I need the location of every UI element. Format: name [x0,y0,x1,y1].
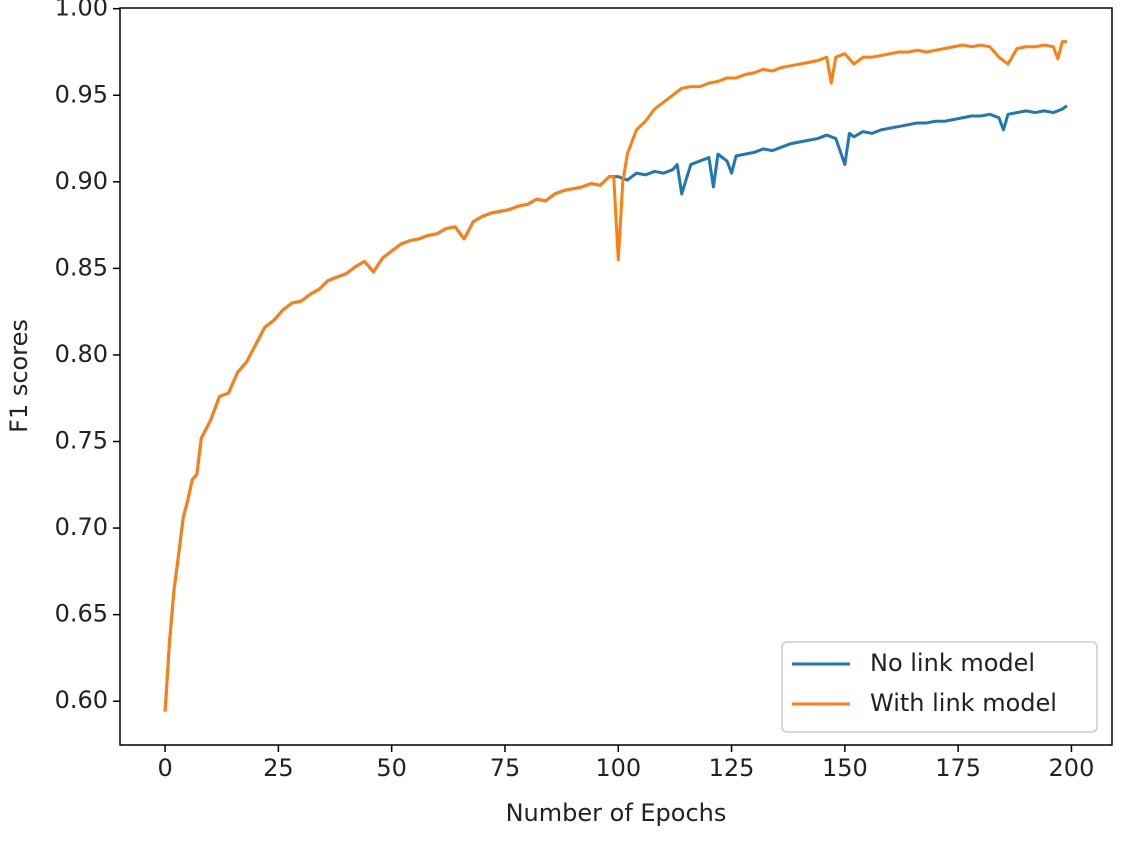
y-tick-label: 0.65 [55,600,108,628]
y-tick-label: 0.90 [55,167,108,195]
x-axis-label: Number of Epochs [506,799,727,827]
y-tick-label: 0.70 [55,513,108,541]
y-axis-label: F1 scores [5,319,33,433]
legend-label: No link model [870,649,1035,677]
x-tick-label: 0 [157,754,172,782]
x-tick-label: 150 [822,754,868,782]
x-tick-label: 175 [935,754,981,782]
x-tick-label: 50 [376,754,407,782]
y-tick-label: 0.85 [55,253,108,281]
x-tick-label: 125 [709,754,755,782]
y-tick-label: 0.75 [55,427,108,455]
x-tick-label: 75 [490,754,521,782]
legend-box [781,641,1098,733]
y-tick-label: 1.00 [55,0,108,22]
legend-label: With link model [870,689,1057,717]
series-line [163,40,1067,712]
x-tick-label: 25 [263,754,294,782]
y-tick-label: 0.95 [55,80,108,108]
x-tick-label: 100 [595,754,641,782]
x-tick-label: 200 [1049,754,1095,782]
y-tick-label: 0.80 [55,340,108,368]
plot-frame [119,7,1113,746]
y-tick-label: 0.60 [55,686,108,714]
